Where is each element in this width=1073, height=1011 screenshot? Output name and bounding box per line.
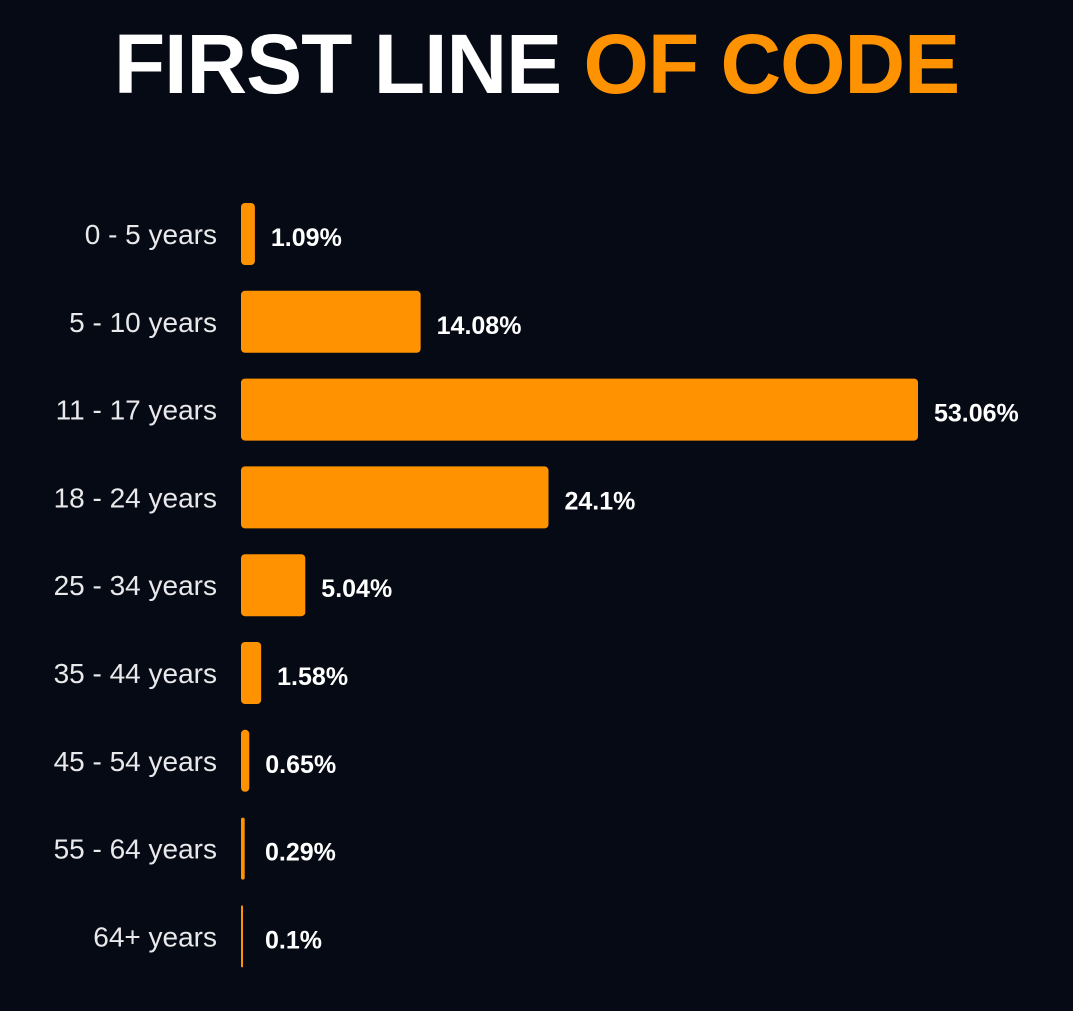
bar bbox=[241, 466, 549, 529]
category-label: 11 - 17 years bbox=[56, 395, 217, 426]
value-label: 0.1% bbox=[265, 926, 322, 954]
bar bbox=[241, 817, 245, 880]
chart-title: FIRST LINE OF CODE bbox=[0, 22, 1073, 106]
bar bbox=[241, 290, 421, 353]
chart-title-part1: FIRST LINE bbox=[113, 17, 562, 111]
chart-title-part2: OF CODE bbox=[583, 17, 960, 111]
value-label: 1.58% bbox=[277, 663, 348, 691]
value-label: 5.04% bbox=[321, 575, 392, 603]
bar bbox=[241, 642, 262, 704]
bar bbox=[241, 378, 918, 441]
category-label: 5 - 10 years bbox=[69, 307, 217, 338]
value-label: 1.09% bbox=[271, 224, 342, 252]
value-label: 14.08% bbox=[437, 312, 522, 340]
value-label: 53.06% bbox=[934, 400, 1019, 428]
bar bbox=[241, 729, 250, 792]
category-label: 0 - 5 years bbox=[85, 219, 217, 250]
category-label: 45 - 54 years bbox=[54, 746, 217, 777]
bar bbox=[241, 203, 255, 265]
bar bbox=[241, 554, 306, 617]
category-label: 18 - 24 years bbox=[54, 482, 217, 513]
value-label: 0.29% bbox=[265, 839, 336, 867]
category-label: 55 - 64 years bbox=[54, 834, 217, 865]
bar bbox=[241, 905, 243, 968]
category-label: 35 - 44 years bbox=[54, 658, 217, 689]
category-label: 64+ years bbox=[93, 921, 217, 952]
category-label: 25 - 34 years bbox=[54, 570, 217, 601]
value-label: 0.65% bbox=[265, 751, 336, 779]
value-label: 24.1% bbox=[564, 487, 635, 515]
